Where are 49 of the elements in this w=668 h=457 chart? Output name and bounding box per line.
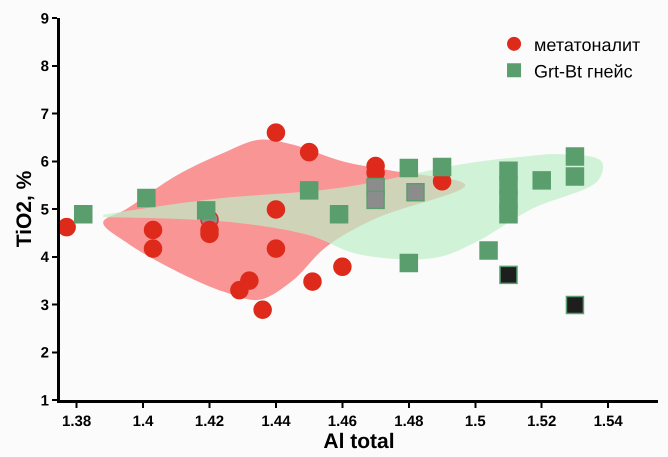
point — [137, 188, 156, 208]
point — [566, 167, 584, 186]
point — [566, 296, 584, 314]
y-axis-title: TiO2, % — [12, 170, 36, 248]
x-tick-label: 1.42 — [194, 413, 224, 430]
point — [532, 171, 551, 190]
y-tick-label: 8 — [40, 58, 49, 75]
point — [74, 205, 93, 224]
x-tick-label: 1.38 — [62, 413, 92, 430]
point — [144, 220, 162, 240]
y-tick-label: 7 — [40, 106, 49, 123]
y-tick-label: 6 — [40, 154, 49, 170]
y-tick-label: 9 — [40, 10, 49, 28]
point — [333, 258, 352, 276]
y-tick-label: 5 — [40, 201, 49, 218]
point — [253, 300, 272, 319]
x-axis-title: Al total — [323, 430, 395, 453]
x-tick-label: 1.4 — [132, 413, 154, 430]
point — [479, 241, 498, 260]
y-tick-label: 2 — [40, 344, 49, 362]
y-tick-label: 3 — [40, 296, 49, 314]
x-tick-label: 1.52 — [527, 413, 556, 430]
x-tick-label: 1.46 — [328, 413, 357, 430]
x-tick-label: 1.44 — [261, 413, 292, 430]
x-tick-label: 1.48 — [394, 413, 424, 430]
y-tick-label: 1 — [40, 392, 49, 410]
point — [566, 147, 584, 166]
x-tick-label: 1.5 — [464, 413, 486, 430]
point — [266, 239, 286, 258]
legend-label: Grt-Bt гнейс — [534, 61, 633, 82]
point — [499, 266, 518, 284]
point — [303, 272, 322, 291]
point — [330, 205, 348, 224]
point — [240, 271, 259, 290]
point — [196, 201, 216, 220]
legend-label: метатоналит — [534, 34, 640, 55]
point — [266, 123, 286, 142]
point — [144, 239, 162, 258]
point — [300, 181, 318, 200]
point — [366, 190, 385, 210]
point — [406, 183, 425, 202]
point — [400, 254, 418, 272]
point — [432, 158, 452, 176]
x-tick-label: 1.54 — [594, 413, 624, 430]
y-tick-label: 4 — [40, 249, 50, 266]
point — [499, 205, 518, 224]
point — [400, 158, 418, 178]
point — [266, 200, 286, 219]
point — [300, 142, 318, 162]
